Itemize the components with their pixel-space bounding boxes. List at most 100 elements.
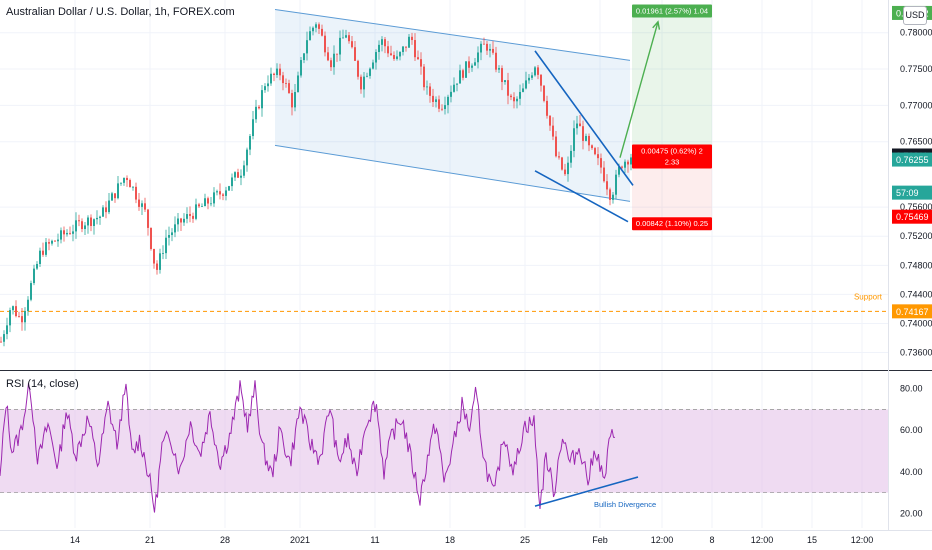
candle-body xyxy=(153,248,155,264)
candle-body xyxy=(96,217,98,220)
candle-body xyxy=(513,97,515,102)
panel-separator[interactable] xyxy=(0,0,932,531)
candle-body xyxy=(393,55,395,59)
candle-body xyxy=(165,237,167,254)
currency-button[interactable]: USD xyxy=(903,6,927,25)
candle-body xyxy=(339,37,341,55)
candle-body xyxy=(93,219,95,226)
price-candles xyxy=(0,22,632,347)
rsi-tick-label: 40.00 xyxy=(900,467,923,477)
candle-body xyxy=(123,177,125,183)
candle-body xyxy=(525,80,527,89)
candle-body xyxy=(231,177,233,187)
candle-body xyxy=(447,96,449,106)
price-tick-label: 0.75200 xyxy=(900,231,932,241)
arrow-head[interactable] xyxy=(652,20,661,30)
time-tick-label: Feb xyxy=(592,535,608,545)
candle-body xyxy=(420,59,422,67)
candle-body xyxy=(495,52,497,70)
candle-body xyxy=(504,80,506,83)
candle-body xyxy=(135,186,137,200)
candle-body xyxy=(363,76,365,90)
arrow-shaft[interactable] xyxy=(619,21,659,158)
candle-body xyxy=(327,52,329,61)
candle-body xyxy=(9,310,11,326)
candle-body xyxy=(39,250,41,264)
candle-body xyxy=(291,93,293,108)
candle-body xyxy=(357,60,359,77)
candle-body xyxy=(390,53,392,56)
candle-body xyxy=(486,43,488,51)
rsi-axis[interactable]: 80.00 60.00 40.00 20.00 xyxy=(900,384,923,519)
candle-body xyxy=(288,83,290,94)
candle-body xyxy=(612,194,614,200)
price-tag-box[interactable] xyxy=(892,152,932,167)
channel-upper-line[interactable] xyxy=(274,8,631,61)
candle-body xyxy=(372,62,374,69)
candle-body xyxy=(126,177,128,180)
candle-body xyxy=(276,68,278,75)
divergence-line[interactable] xyxy=(534,476,639,507)
candle-body xyxy=(300,60,302,76)
candle-body xyxy=(45,242,47,255)
candle-body xyxy=(603,167,605,182)
candle-body xyxy=(27,299,29,311)
candle-body xyxy=(138,199,140,207)
candle-body xyxy=(33,268,35,284)
price-tick-label: 0.77000 xyxy=(900,100,932,110)
candle-body xyxy=(507,80,509,96)
candle-body xyxy=(51,240,53,244)
candle-body xyxy=(462,70,464,78)
candle-body xyxy=(405,46,407,48)
candle-body xyxy=(435,99,437,102)
time-tick-label: 15 xyxy=(807,535,817,545)
wedge-upper-line[interactable] xyxy=(534,50,634,186)
candle-body xyxy=(264,86,266,91)
price-tick-label: 0.74000 xyxy=(900,318,932,328)
candle-body xyxy=(213,192,215,204)
candle-body xyxy=(105,207,107,213)
candle-body xyxy=(378,44,380,53)
candle-body xyxy=(351,41,353,48)
rsi-tick-label: 60.00 xyxy=(900,425,923,435)
price-tick-label: 0.74400 xyxy=(900,289,932,299)
candle-body xyxy=(117,183,119,199)
price-axis[interactable]: 0.78000 0.77500 0.77000 0.76500 0.75600 0.752… xyxy=(892,5,932,358)
time-tick-label: 12:00 xyxy=(751,535,774,545)
candle-body xyxy=(120,182,122,184)
candle-body xyxy=(84,225,86,230)
price-tag-box[interactable] xyxy=(892,304,932,319)
position-labels: 0.01961 (2.57%) 1.04 0.00475 (0.62%) 2 2.3… xyxy=(632,4,712,231)
candle-body xyxy=(342,37,344,39)
time-axis[interactable]: 14 21 28 2021 11 18 25 Feb 12:00 8 12:00 15 12:00 xyxy=(70,535,873,545)
candle-body xyxy=(483,43,485,45)
candle-body xyxy=(348,35,350,42)
candle-body xyxy=(411,36,413,41)
price-tag-box[interactable] xyxy=(892,185,932,200)
projection-arrow[interactable] xyxy=(619,20,661,158)
price-tag-box[interactable] xyxy=(892,209,932,224)
candle-body xyxy=(549,115,551,126)
candle-body xyxy=(576,123,578,129)
stop-label-box xyxy=(632,217,712,231)
time-tick-label: 12:00 xyxy=(651,535,674,545)
wedge-lower-line[interactable] xyxy=(534,170,629,223)
candle-body xyxy=(177,218,179,225)
candle-body xyxy=(618,166,620,175)
candle-body xyxy=(570,150,572,163)
candle-body xyxy=(330,60,332,68)
candle-body xyxy=(516,98,518,102)
candle-body xyxy=(195,204,197,219)
candle-body xyxy=(186,214,188,219)
channel-lower-line[interactable] xyxy=(274,144,631,202)
candle-body xyxy=(510,95,512,98)
candle-body xyxy=(222,194,224,196)
candle-body xyxy=(627,161,629,165)
candle-body xyxy=(12,306,14,311)
candle-body xyxy=(171,232,173,236)
candle-body xyxy=(147,209,149,228)
candle-body xyxy=(453,84,455,92)
position-profit-zone[interactable] xyxy=(632,12,712,156)
candle-body xyxy=(423,66,425,88)
